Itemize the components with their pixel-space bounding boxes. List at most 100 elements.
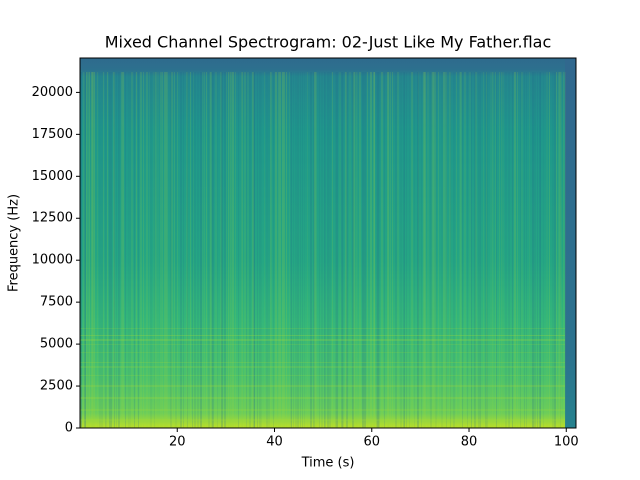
y-axis-label: Frequency (Hz): [7, 194, 22, 292]
texture-streak: [349, 72, 351, 428]
texture-streak: [501, 72, 502, 428]
texture-streak: [469, 72, 471, 428]
texture-streak: [136, 72, 137, 428]
texture-streak: [364, 72, 366, 428]
texture-streak: [554, 72, 556, 428]
texture-streak: [307, 72, 308, 428]
texture-streak: [217, 72, 218, 428]
texture-streak: [254, 72, 255, 428]
texture-streak: [560, 72, 561, 428]
texture-streak: [564, 72, 566, 428]
texture-streak: [208, 72, 210, 428]
texture-band: [80, 339, 565, 341]
texture-streak: [433, 72, 434, 428]
texture-streak: [395, 72, 397, 428]
texture-streak: [293, 72, 294, 428]
spectrogram-image: [80, 58, 576, 428]
texture-streak: [247, 72, 249, 428]
y-tick-label: 5000: [40, 337, 73, 352]
texture-streak: [539, 72, 541, 428]
texture-streak: [319, 72, 320, 428]
texture-streak: [508, 72, 509, 428]
texture-streak: [414, 72, 415, 428]
texture-streak: [540, 72, 541, 428]
texture-streak: [200, 72, 202, 428]
texture-streak: [252, 72, 254, 428]
texture-streak: [105, 72, 106, 428]
texture-streak: [180, 72, 182, 428]
texture-streak: [94, 72, 95, 428]
texture-streak: [556, 72, 557, 428]
texture-streak: [443, 72, 445, 428]
texture-streak: [417, 72, 419, 428]
texture-streak: [235, 72, 236, 428]
texture-streak: [356, 72, 358, 428]
texture-streak: [278, 72, 279, 428]
texture-streak: [203, 72, 204, 428]
texture-streak: [81, 72, 82, 428]
texture-streak: [270, 72, 271, 428]
texture-streak: [346, 72, 348, 428]
texture-streak: [249, 72, 251, 428]
texture-streak: [114, 72, 115, 428]
texture-streak: [480, 72, 481, 428]
texture-band: [80, 385, 565, 387]
texture-streak: [246, 72, 247, 428]
texture-streak: [153, 72, 155, 428]
texture-streak: [485, 72, 487, 428]
texture-streak: [332, 72, 333, 428]
texture-streak: [492, 72, 493, 428]
texture-streak: [177, 72, 178, 428]
texture-streak: [512, 72, 513, 428]
texture-streak: [438, 72, 439, 428]
texture-band: [80, 344, 565, 345]
texture-streak: [266, 72, 268, 428]
texture-streak: [321, 72, 323, 428]
texture-streak: [232, 72, 234, 428]
texture-streak: [524, 72, 525, 428]
texture-streak: [212, 72, 214, 428]
y-tick-label: 7500: [40, 295, 73, 310]
texture-streak: [167, 72, 168, 428]
texture-streak: [118, 72, 119, 428]
texture-streak: [339, 72, 341, 428]
x-tick-label: 20: [169, 435, 186, 450]
texture-streak: [432, 72, 434, 428]
texture-streak: [486, 72, 487, 428]
texture-streak: [558, 72, 559, 428]
texture-streak: [449, 72, 451, 428]
texture-streak: [324, 72, 325, 428]
texture-streak: [446, 72, 447, 428]
texture-streak: [204, 72, 205, 428]
spectrogram-body: [80, 58, 576, 428]
texture-streak: [329, 72, 331, 428]
texture-streak: [532, 72, 534, 428]
texture-streak: [93, 72, 95, 428]
texture-streak: [460, 72, 462, 428]
texture-streak: [490, 72, 492, 428]
texture-streak: [549, 72, 550, 428]
texture-streak: [80, 72, 82, 428]
texture-streak: [456, 72, 457, 428]
texture-streak: [264, 72, 265, 428]
texture-streak: [342, 72, 344, 428]
texture-streak: [210, 72, 212, 428]
texture-streak: [367, 72, 368, 428]
texture-streak: [170, 72, 172, 428]
texture-streak: [412, 72, 413, 428]
texture-streak: [493, 72, 494, 428]
texture-streak: [241, 72, 243, 428]
texture-streak: [229, 72, 231, 428]
texture-streak: [390, 72, 391, 428]
texture-streak: [450, 72, 451, 428]
texture-streak: [336, 72, 338, 428]
texture-streak: [398, 72, 399, 428]
texture-streak: [257, 72, 258, 428]
texture-streak: [445, 72, 447, 428]
texture-streak: [526, 72, 527, 428]
texture-streak: [496, 72, 497, 428]
texture-streak: [474, 72, 476, 428]
texture-streak: [502, 72, 504, 428]
texture-band: [80, 397, 565, 399]
texture-streak: [226, 72, 227, 428]
